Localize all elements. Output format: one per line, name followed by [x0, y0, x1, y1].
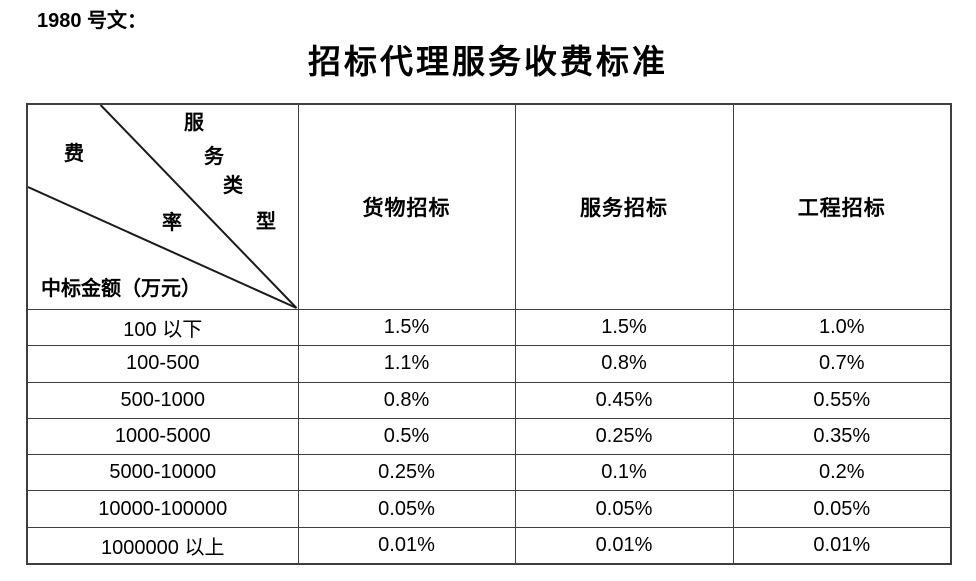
table-row: 100 以下 1.5% 1.5% 1.0%: [26, 308, 952, 347]
row-axis-label: 中标金额（万元）: [41, 278, 201, 300]
rate-cell: 0.8%: [297, 381, 516, 419]
corner-char-fee-1: 费: [64, 143, 84, 165]
table-row: 1000-5000 0.5% 0.25% 0.35%: [26, 417, 952, 456]
fee-standard-table: 费 率 服 务 类 型 中标金额（万元） 货物招标 服务招标 工程招标 100 …: [26, 103, 952, 565]
corner-char-type-3: 类: [223, 175, 243, 197]
row-label-cell: 1000-5000: [26, 417, 299, 456]
rate-cell: 0.25%: [297, 454, 516, 492]
column-header-goods: 货物招标: [297, 103, 516, 310]
rate-cell: 0.7%: [732, 345, 952, 383]
rate-cell: 1.0%: [732, 308, 952, 347]
rate-cell: 0.5%: [297, 417, 516, 456]
rate-cell: 0.35%: [732, 417, 952, 456]
row-label-cell: 5000-10000: [26, 454, 299, 492]
rate-cell: 0.05%: [514, 490, 734, 528]
page-title: 招标代理服务收费标准: [308, 45, 668, 81]
corner-cell: 费 率 服 务 类 型 中标金额（万元）: [26, 103, 299, 310]
diagonal-divider-lines: [28, 105, 298, 309]
corner-char-type-4: 型: [256, 211, 276, 233]
doc-ref: 1980 号文：: [37, 10, 148, 32]
row-label-cell: 500-1000: [26, 381, 299, 419]
corner-char-type-2: 务: [204, 146, 224, 168]
table-row: 1000000 以上 0.01% 0.01% 0.01%: [26, 526, 952, 565]
rate-cell: 0.25%: [514, 417, 734, 456]
rate-cell: 0.01%: [732, 526, 952, 565]
rate-cell: 0.1%: [514, 454, 734, 492]
rate-cell: 0.8%: [514, 345, 734, 383]
corner-char-type-1: 服: [184, 112, 204, 134]
rate-cell: 1.5%: [297, 308, 516, 347]
row-label-cell: 100-500: [26, 345, 299, 383]
rate-cell: 1.1%: [297, 345, 516, 383]
row-label-cell: 1000000 以上: [26, 526, 299, 565]
rate-cell: 1.5%: [514, 308, 734, 347]
column-header-services: 服务招标: [514, 103, 734, 310]
rate-cell: 0.05%: [297, 490, 516, 528]
row-label-cell: 100 以下: [26, 308, 299, 347]
table-row: 5000-10000 0.25% 0.1% 0.2%: [26, 454, 952, 492]
rate-cell: 0.01%: [514, 526, 734, 565]
header-row: 费 率 服 务 类 型 中标金额（万元） 货物招标 服务招标 工程招标: [26, 103, 952, 310]
table-row: 500-1000 0.8% 0.45% 0.55%: [26, 381, 952, 419]
rate-cell: 0.2%: [732, 454, 952, 492]
rate-cell: 0.55%: [732, 381, 952, 419]
corner-cell-content: 费 率 服 务 类 型 中标金额（万元）: [28, 105, 298, 309]
table-row: 100-500 1.1% 0.8% 0.7%: [26, 345, 952, 383]
rate-cell: 0.01%: [297, 526, 516, 565]
row-label-cell: 10000-100000: [26, 490, 299, 528]
rate-cell: 0.45%: [514, 381, 734, 419]
column-header-engineering: 工程招标: [732, 103, 952, 310]
rate-cell: 0.05%: [732, 490, 952, 528]
corner-char-fee-2: 率: [162, 212, 182, 234]
table-row: 10000-100000 0.05% 0.05% 0.05%: [26, 490, 952, 528]
